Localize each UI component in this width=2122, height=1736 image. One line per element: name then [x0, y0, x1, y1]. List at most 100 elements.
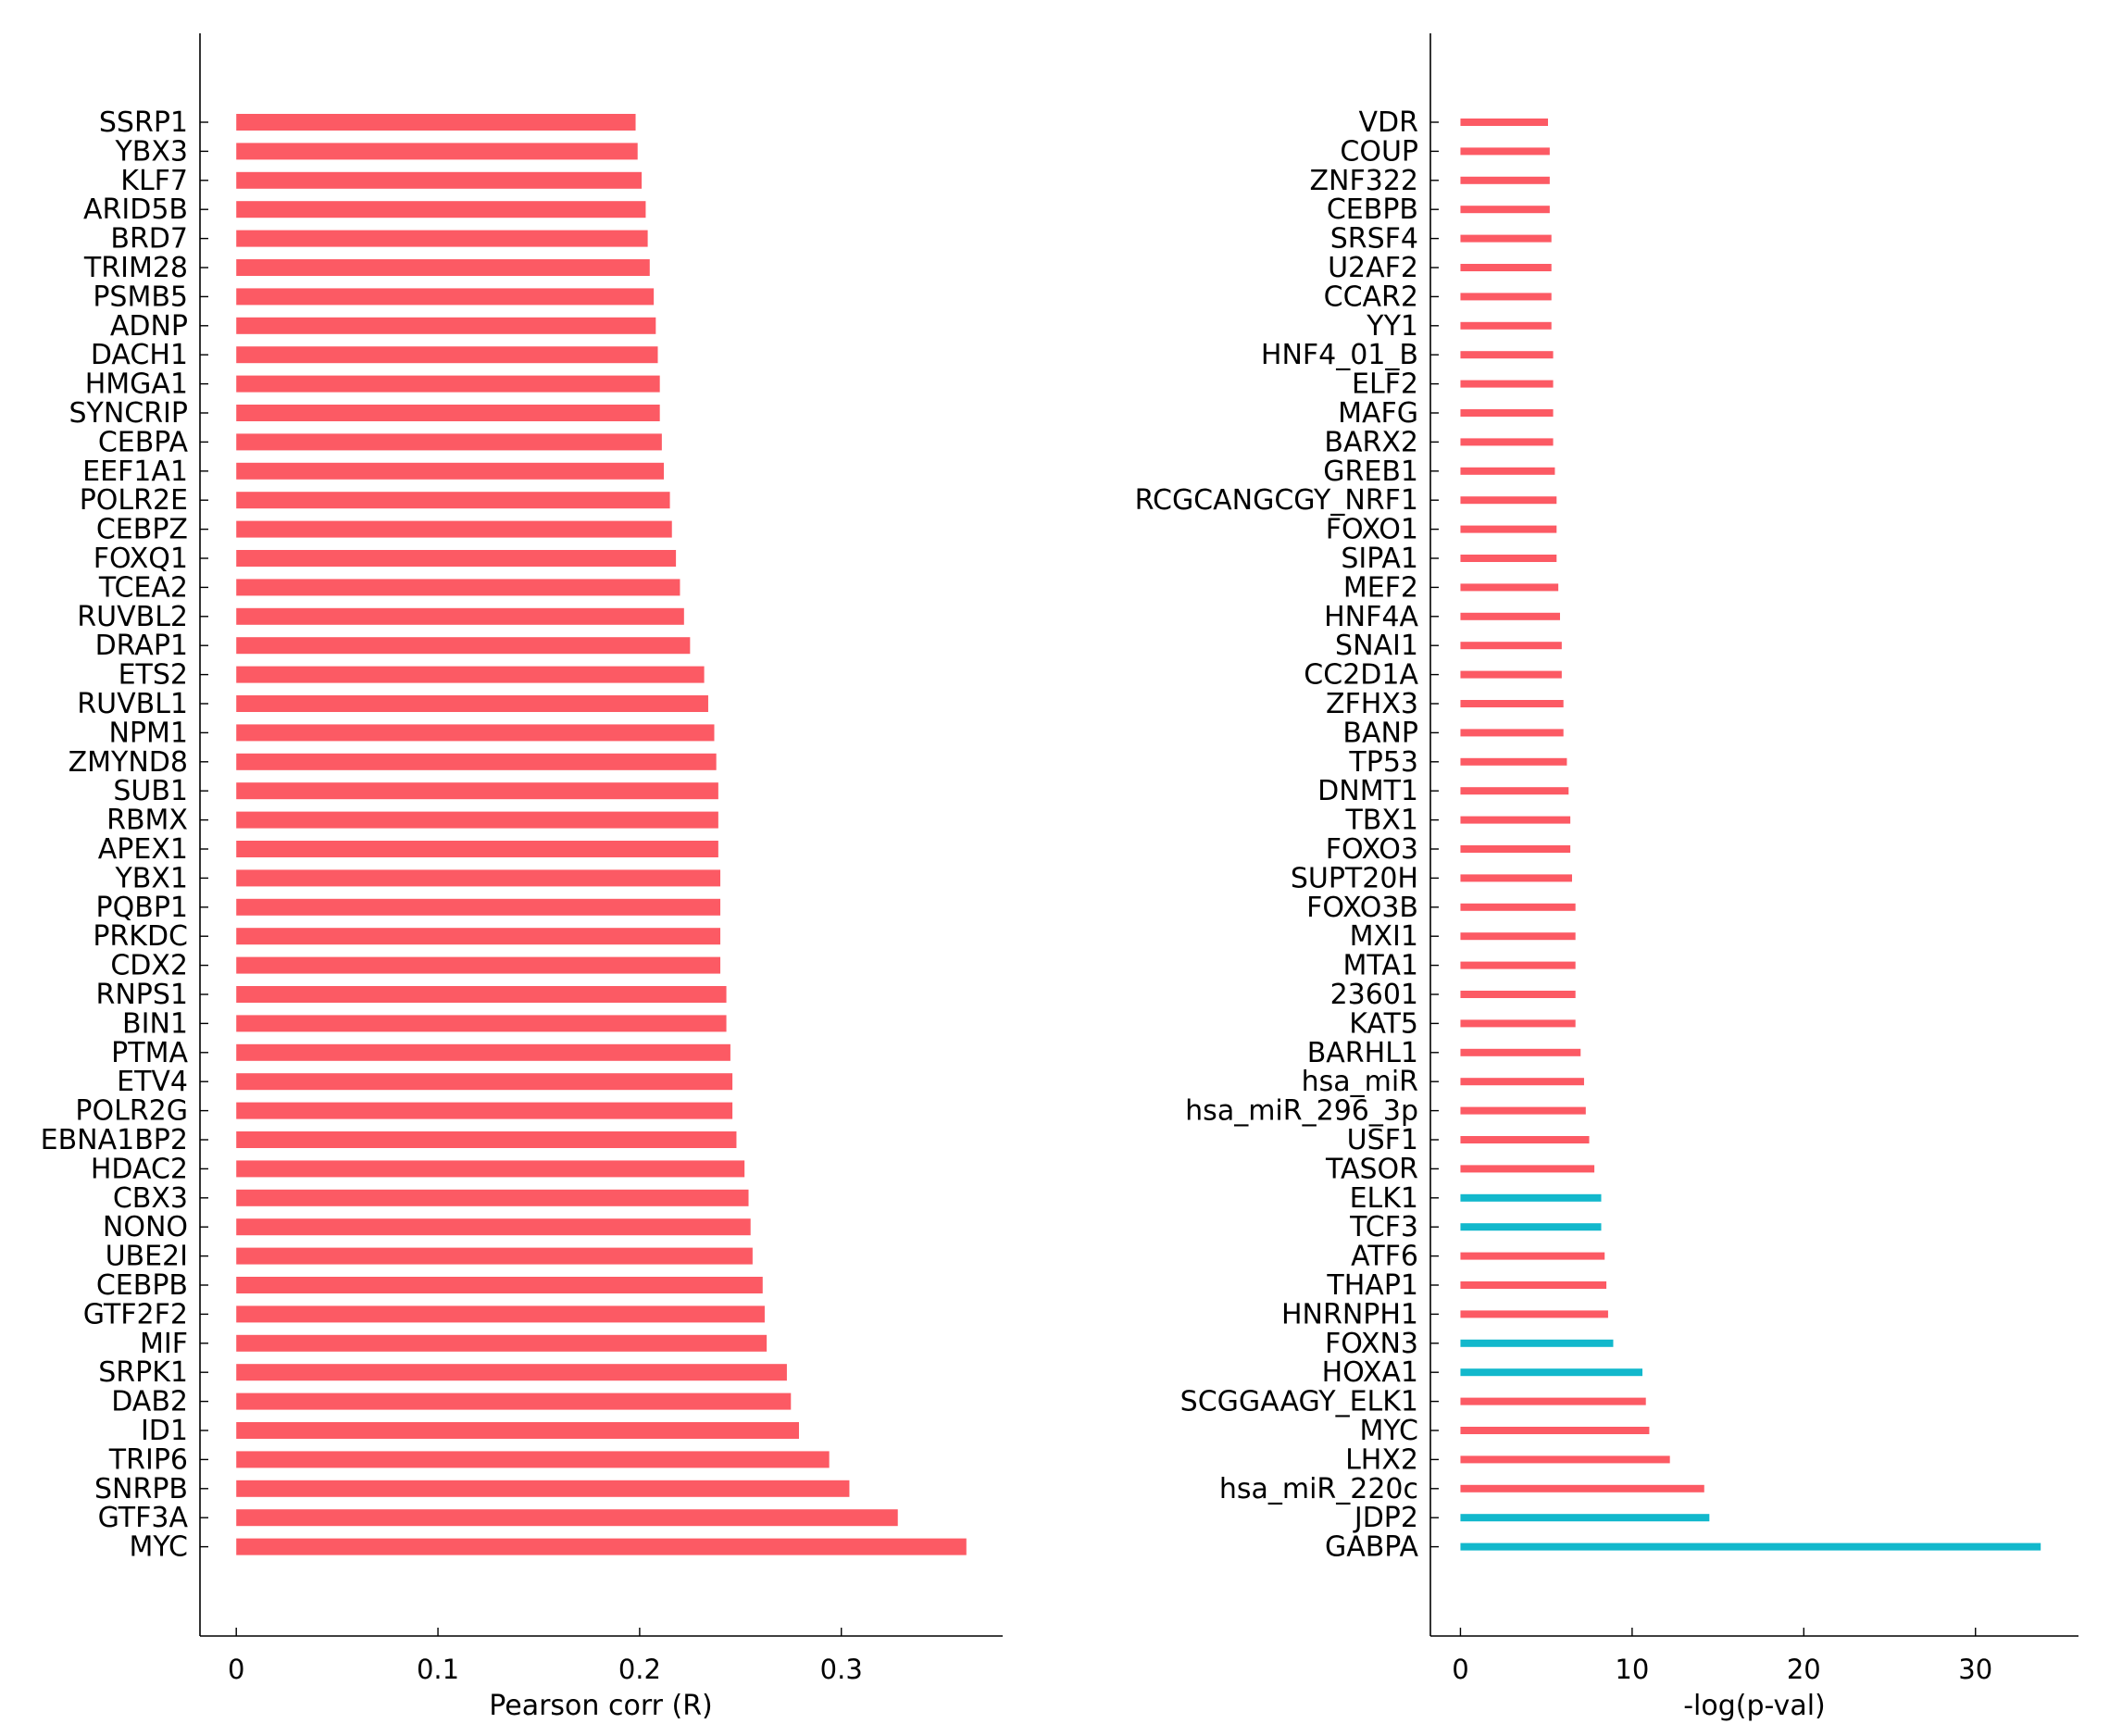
correlation-bar-41 [236, 1305, 765, 1323]
pvalue-y-tick-label: BARHL1 [1307, 1037, 1418, 1069]
correlation-bar-46 [236, 1451, 830, 1468]
pvalue-y-tick-label: THAP1 [1326, 1269, 1418, 1302]
correlation-bar-17 [236, 607, 684, 625]
pvalue-bar-22 [1460, 757, 1567, 766]
correlation-bar-42 [236, 1334, 768, 1352]
correlation-y-tick-label: POLR2E [80, 484, 188, 517]
correlation-y-tick-label: CDX2 [110, 950, 188, 982]
correlation-bar-7 [236, 317, 656, 334]
pvalue-y-tick-label: TP53 [1348, 746, 1418, 779]
correlation-y-tick-label: CBX3 [113, 1182, 188, 1215]
correlation-gene-labels: SSRP1YBX3KLF7ARID5BBRD7TRIM28PSMB5ADNPDA… [41, 106, 208, 1564]
correlation-y-tick-label: MYC [129, 1531, 188, 1564]
correlation-bar-10 [236, 405, 660, 421]
pvalue-x-tick-label: 10 [1615, 1654, 1649, 1685]
pvalue-bar-11 [1460, 438, 1554, 446]
correlation-bar-30 [236, 986, 727, 1003]
correlation-bar-32 [236, 1043, 730, 1061]
pvalue-bar-36 [1460, 1165, 1595, 1173]
correlation-y-tick-label: SYNCRIP [69, 397, 188, 430]
pvalue-bar-28 [1460, 932, 1576, 941]
correlation-y-tick-label: ETS2 [119, 659, 188, 692]
pvalue-y-tick-label: hsa_miR [1302, 1066, 1418, 1098]
correlation-y-tick-label: PTMA [111, 1037, 188, 1069]
correlation-y-tick-label: EEF1A1 [82, 456, 188, 488]
correlation-y-tick-label: GTF3A [98, 1502, 189, 1534]
correlation-bar-39 [236, 1247, 753, 1265]
correlation-bar-21 [236, 724, 715, 742]
pvalue-bar-39 [1460, 1252, 1605, 1260]
correlation-bar-35 [236, 1131, 737, 1148]
correlation-y-tick-label: SNRPB [94, 1473, 188, 1505]
pvalue-y-tick-label: RCGCANGCGY_NRF1 [1135, 484, 1418, 517]
pvalue-y-tick-label: BARX2 [1324, 426, 1418, 458]
pvalue-bar-0 [1460, 119, 1549, 126]
correlation-bar-28 [236, 928, 721, 945]
correlation-y-tick-label: ZMYND8 [69, 746, 188, 779]
pvalue-y-tick-label: SUPT20H [1291, 862, 1418, 894]
correlation-bar-36 [236, 1160, 745, 1178]
pvalue-bar-33 [1460, 1078, 1584, 1086]
correlation-y-tick-label: RNPS1 [95, 979, 188, 1011]
pvalue-bar-41 [1460, 1310, 1608, 1318]
pvalue-bar-27 [1460, 903, 1576, 911]
correlation-bar-13 [236, 492, 670, 509]
pvalue-y-tick-label: CC2D1A [1304, 659, 1418, 692]
correlation-bar-19 [236, 666, 705, 683]
pvalue-y-tick-label: TCF3 [1349, 1211, 1418, 1243]
correlation-bar-6 [236, 288, 655, 306]
correlation-y-tick-label: RBMX [106, 805, 188, 837]
pvalue-bar-29 [1460, 961, 1576, 969]
correlation-y-tick-label: SRPK1 [98, 1356, 188, 1389]
pvalue-y-tick-label: ZNF322 [1309, 165, 1418, 197]
correlation-bar-25 [236, 841, 718, 857]
pvalue-y-tick-label: HNF4_01_B [1261, 339, 1418, 371]
correlation-bar-49 [236, 1538, 967, 1555]
correlation-y-tick-label: BRD7 [110, 223, 188, 256]
correlation-bar-38 [236, 1218, 751, 1236]
pvalue-bar-21 [1460, 729, 1564, 737]
pvalue-bar-30 [1460, 991, 1576, 998]
pvalue-bar-42 [1460, 1339, 1614, 1347]
pvalue-bars [1460, 119, 2041, 1551]
correlation-y-tick-label: YBX1 [114, 862, 188, 894]
correlation-y-tick-label: UBE2I [106, 1241, 188, 1273]
correlation-bar-15 [236, 550, 677, 567]
pvalue-y-tick-label: FOXN3 [1325, 1328, 1418, 1360]
pvalue-bar-43 [1460, 1368, 1643, 1377]
correlation-y-tick-label: TRIM28 [83, 252, 188, 284]
correlation-bar-11 [236, 433, 662, 451]
correlation-bar-31 [236, 1015, 727, 1032]
correlation-bar-16 [236, 579, 680, 596]
pvalue-bar-49 [1460, 1542, 2041, 1551]
correlation-y-tick-label: CEBPB [96, 1269, 188, 1302]
pvalue-x-tick-label: 0 [1452, 1654, 1468, 1685]
pvalue-bar-25 [1460, 845, 1571, 853]
correlation-y-tick-label: GTF2F2 [83, 1298, 188, 1330]
pvalue-x-ticks: 0 10 20 30 [1452, 1628, 1992, 1685]
correlation-y-tick-label: ARID5B [83, 194, 188, 226]
pvalue-y-tick-label: CCAR2 [1324, 281, 1418, 313]
pvalue-y-tick-label: SNAI1 [1335, 630, 1418, 662]
pvalue-bar-20 [1460, 700, 1564, 707]
pvalue-bar-24 [1460, 816, 1571, 824]
correlation-x-axis-label: Pearson corr (R) [489, 1690, 713, 1722]
correlation-y-tick-label: SSRP1 [99, 106, 188, 139]
correlation-bar-45 [236, 1422, 799, 1439]
correlation-x-tick-label: 0.3 [820, 1654, 863, 1685]
correlation-bar-4 [236, 230, 648, 247]
correlation-bar-0 [236, 114, 636, 131]
pvalue-y-tick-label: YY1 [1366, 310, 1418, 343]
correlation-y-tick-label: DRAP1 [95, 630, 188, 662]
pvalue-y-tick-label: HOXA1 [1322, 1356, 1418, 1389]
pvalue-bar-2 [1460, 176, 1550, 184]
correlation-bars [236, 114, 967, 1555]
pvalue-y-tick-label: MTA1 [1343, 950, 1419, 982]
correlation-y-tick-label: DAB2 [111, 1386, 188, 1418]
correlation-y-tick-label: APEX1 [98, 833, 188, 866]
correlation-y-tick-label: RUVBL1 [77, 688, 188, 720]
correlation-bar-24 [236, 811, 718, 829]
pvalue-y-tick-label: USF1 [1347, 1124, 1418, 1156]
pvalue-bar-45 [1460, 1427, 1650, 1434]
correlation-x-tick-label: 0.1 [417, 1654, 459, 1685]
